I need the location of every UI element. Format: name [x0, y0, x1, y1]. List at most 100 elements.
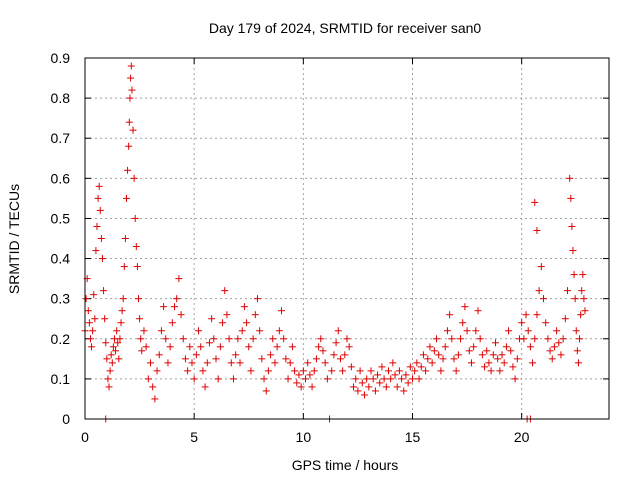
data-point — [94, 194, 102, 202]
data-point — [448, 335, 456, 343]
data-point — [374, 371, 382, 379]
data-point — [130, 174, 138, 182]
data-point — [513, 355, 521, 363]
data-point — [208, 315, 216, 323]
data-point — [258, 355, 266, 363]
data-point — [100, 287, 108, 295]
data-point — [201, 383, 209, 391]
data-point — [121, 235, 129, 242]
data-point — [133, 263, 141, 271]
data-point — [232, 351, 240, 359]
data-point — [102, 339, 110, 347]
data-point — [105, 383, 113, 391]
data-point — [306, 371, 314, 379]
data-point — [430, 347, 438, 355]
x-axis-label: GPS time / hours — [292, 457, 399, 473]
data-point — [157, 327, 165, 335]
data-point — [557, 351, 565, 359]
data-point — [489, 351, 497, 359]
data-point — [452, 367, 460, 375]
data-point — [240, 303, 248, 311]
data-point — [106, 367, 114, 375]
data-point — [84, 307, 92, 315]
data-point — [304, 359, 312, 367]
data-point — [522, 311, 530, 319]
data-point — [546, 347, 554, 355]
data-point — [343, 335, 351, 343]
data-point — [249, 335, 257, 343]
data-point — [82, 295, 90, 303]
data-point — [411, 367, 419, 375]
data-point — [162, 335, 170, 343]
data-point — [107, 351, 115, 359]
data-point — [288, 343, 296, 351]
data-point — [336, 355, 344, 363]
data-point — [428, 359, 436, 367]
data-point — [365, 383, 373, 391]
data-point — [483, 347, 491, 355]
data-point — [476, 335, 484, 343]
data-point — [134, 295, 142, 303]
data-point — [91, 315, 99, 323]
data-point — [334, 327, 342, 335]
data-point — [378, 363, 386, 371]
data-point — [181, 355, 189, 363]
data-point — [321, 359, 329, 367]
data-point — [487, 367, 495, 375]
data-point — [568, 222, 576, 230]
data-point — [199, 367, 207, 375]
data-point — [195, 327, 203, 335]
data-point — [400, 387, 408, 395]
data-point — [88, 343, 96, 351]
data-point — [533, 311, 541, 319]
data-point — [572, 327, 580, 335]
data-point — [151, 395, 159, 403]
data-point — [578, 287, 586, 295]
data-point — [160, 303, 168, 311]
data-point — [175, 275, 183, 283]
data-point — [409, 375, 416, 383]
data-point — [450, 355, 458, 363]
data-point — [454, 351, 462, 359]
data-point — [498, 351, 506, 359]
data-point — [573, 347, 581, 355]
y-tick-label: 0.8 — [51, 90, 71, 106]
data-point — [219, 319, 227, 327]
data-point — [171, 303, 179, 311]
data-point — [210, 335, 218, 343]
data-point — [426, 343, 434, 351]
data-point — [129, 126, 137, 134]
data-point — [297, 383, 305, 391]
data-point — [119, 295, 127, 303]
data-point — [529, 359, 537, 367]
data-point — [108, 359, 116, 367]
data-point — [446, 311, 454, 319]
data-point — [391, 371, 399, 379]
data-point — [173, 295, 181, 303]
data-point — [262, 387, 270, 395]
y-tick-label: 0.9 — [51, 50, 71, 66]
data-point — [413, 359, 421, 367]
data-point — [406, 363, 414, 371]
y-tick-label: 0.3 — [51, 291, 71, 307]
data-point — [137, 335, 145, 343]
data-point — [131, 214, 139, 222]
data-point — [179, 335, 187, 343]
data-point — [339, 367, 347, 375]
data-point — [147, 359, 154, 367]
data-point — [203, 359, 211, 367]
data-point — [330, 351, 338, 359]
data-point — [520, 335, 528, 343]
data-point — [95, 182, 103, 190]
data-point — [295, 371, 303, 379]
data-point — [465, 347, 473, 355]
data-point — [256, 327, 264, 335]
data-point — [86, 335, 94, 343]
data-point — [238, 327, 246, 335]
data-point — [286, 359, 294, 367]
plot-frame — [84, 57, 610, 420]
data-point — [548, 355, 556, 363]
data-point — [540, 295, 547, 303]
data-point — [467, 359, 475, 367]
data-point — [234, 335, 242, 343]
